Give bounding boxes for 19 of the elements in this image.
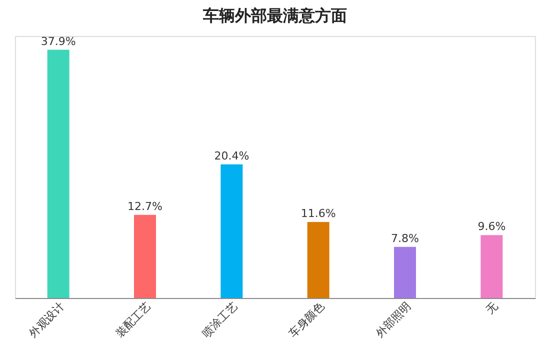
bar [220, 164, 243, 298]
bar [134, 214, 156, 298]
bar [47, 50, 70, 298]
data-label: 20.4% [214, 149, 250, 162]
x-tick-label: 装配工艺 [113, 300, 154, 340]
chart-title: 车辆外部最满意方面 [202, 6, 347, 25]
bar [480, 235, 503, 298]
x-tick-label: 喷涂工艺 [200, 300, 240, 340]
bar [394, 246, 416, 298]
data-label: 9.6% [478, 220, 506, 234]
x-tick-label: 外观设计 [26, 300, 67, 340]
data-label: 11.6% [300, 207, 336, 220]
x-tick-label: 车身颜色 [286, 300, 327, 340]
data-label: 7.8% [391, 232, 419, 245]
x-tick-label: 外部照明 [373, 300, 414, 340]
data-label: 12.7% [128, 200, 162, 213]
bar [307, 222, 330, 298]
data-label: 37.9% [40, 34, 76, 48]
x-tick-label: 无 [483, 300, 500, 317]
